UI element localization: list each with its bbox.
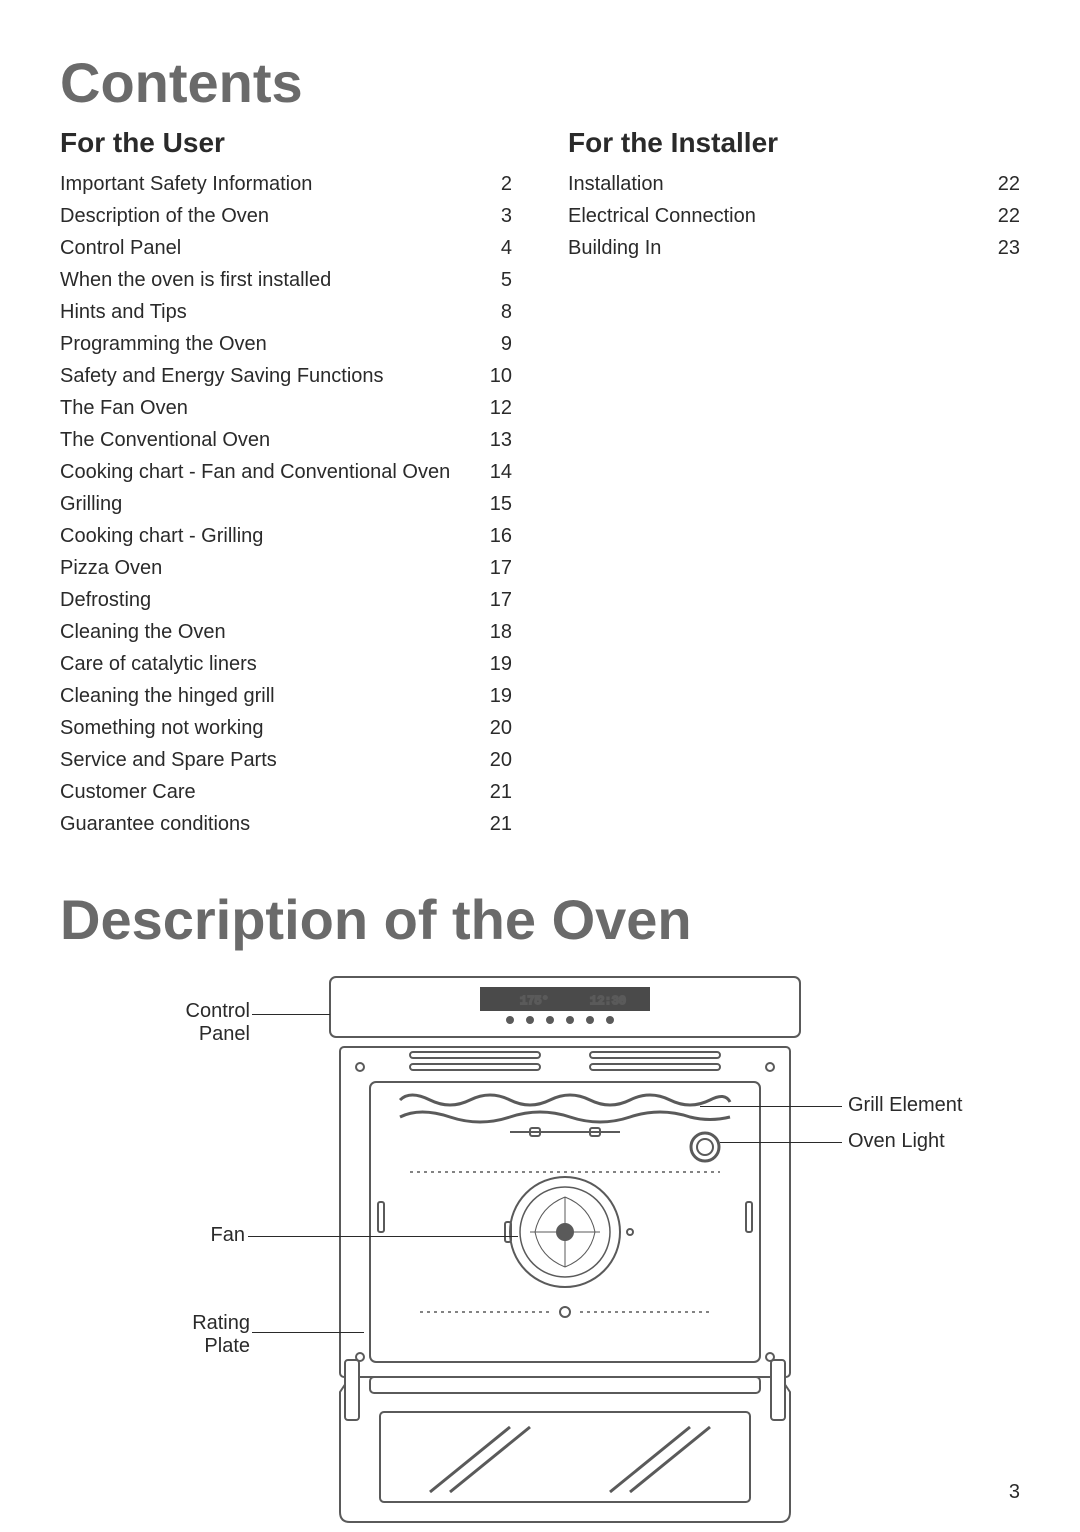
toc-label: Customer Care bbox=[60, 777, 476, 807]
callout-grill-element: Grill Element bbox=[848, 1094, 962, 1117]
display-temp: 175° bbox=[520, 994, 549, 1008]
toc-label: Control Panel bbox=[60, 233, 476, 263]
callout-line bbox=[248, 1236, 518, 1237]
toc-label: Guarantee conditions bbox=[60, 809, 476, 839]
toc-page: 22 bbox=[984, 201, 1020, 231]
toc-row: Something not working20 bbox=[60, 713, 512, 743]
toc-page: 21 bbox=[476, 809, 512, 839]
toc-page: 23 bbox=[984, 233, 1020, 263]
page-number: 3 bbox=[1009, 1481, 1020, 1504]
toc-label: Electrical Connection bbox=[568, 201, 984, 231]
callout-line bbox=[720, 1142, 842, 1143]
toc-page: 10 bbox=[476, 361, 512, 391]
toc-label: Defrosting bbox=[60, 585, 476, 615]
oven-svg: 175° 12:30 bbox=[310, 972, 820, 1532]
toc-label: Building In bbox=[568, 233, 984, 263]
toc-row: Cooking chart - Grilling16 bbox=[60, 521, 512, 551]
toc-label: The Conventional Oven bbox=[60, 425, 476, 455]
toc-page: 16 bbox=[476, 521, 512, 551]
toc-label: Cleaning the hinged grill bbox=[60, 681, 476, 711]
toc-label: Installation bbox=[568, 169, 984, 199]
description-heading: Description of the Oven bbox=[60, 887, 1020, 952]
toc-label: Something not working bbox=[60, 713, 476, 743]
toc-row: Programming the Oven9 bbox=[60, 329, 512, 359]
toc-label: Cleaning the Oven bbox=[60, 617, 476, 647]
toc-page: 17 bbox=[476, 553, 512, 583]
callout-line bbox=[700, 1106, 842, 1107]
toc-label: Description of the Oven bbox=[60, 201, 476, 231]
toc-row: Guarantee conditions21 bbox=[60, 809, 512, 839]
callout-line bbox=[252, 1332, 364, 1333]
toc-row: Cleaning the Oven18 bbox=[60, 617, 512, 647]
toc-row: Cooking chart - Fan and Conventional Ove… bbox=[60, 457, 512, 487]
toc-row: Description of the Oven3 bbox=[60, 201, 512, 231]
callout-line bbox=[252, 1014, 330, 1015]
toc-page: 22 bbox=[984, 169, 1020, 199]
user-section-title: For the User bbox=[60, 127, 512, 159]
toc-label: Service and Spare Parts bbox=[60, 745, 476, 775]
callout-oven-light: Oven Light bbox=[848, 1130, 945, 1153]
toc-page: 8 bbox=[476, 297, 512, 327]
toc-page: 15 bbox=[476, 489, 512, 519]
toc-page: 14 bbox=[476, 457, 512, 487]
toc-row: Important Safety Information2 bbox=[60, 169, 512, 199]
toc-label: Pizza Oven bbox=[60, 553, 476, 583]
toc-page: 5 bbox=[476, 265, 512, 295]
toc-page: 20 bbox=[476, 713, 512, 743]
toc-page: 4 bbox=[476, 233, 512, 263]
toc-page: 12 bbox=[476, 393, 512, 423]
toc-label: Cooking chart - Grilling bbox=[60, 521, 476, 551]
toc-page: 3 bbox=[476, 201, 512, 231]
toc-page: 18 bbox=[476, 617, 512, 647]
toc-page: 17 bbox=[476, 585, 512, 615]
callout-rating-plate: Rating Plate bbox=[170, 1312, 250, 1358]
toc-page: 21 bbox=[476, 777, 512, 807]
toc-row: Hints and Tips8 bbox=[60, 297, 512, 327]
toc-row: Safety and Energy Saving Functions10 bbox=[60, 361, 512, 391]
toc-label: Grilling bbox=[60, 489, 476, 519]
toc-row: Installation22 bbox=[568, 169, 1020, 199]
toc-row: Electrical Connection22 bbox=[568, 201, 1020, 231]
toc-label: Important Safety Information bbox=[60, 169, 476, 199]
toc-row: Building In23 bbox=[568, 233, 1020, 263]
contents-heading: Contents bbox=[60, 50, 1020, 115]
toc-page: 19 bbox=[476, 649, 512, 679]
installer-column: For the Installer Installation22 Electri… bbox=[568, 127, 1020, 841]
toc-label: Cooking chart - Fan and Conventional Ove… bbox=[60, 457, 476, 487]
toc-page: 9 bbox=[476, 329, 512, 359]
oven-diagram: 175° 12:30 bbox=[60, 972, 1020, 1532]
toc-row: Grilling15 bbox=[60, 489, 512, 519]
toc-row: The Fan Oven12 bbox=[60, 393, 512, 423]
contents-columns: For the User Important Safety Informatio… bbox=[60, 127, 1020, 841]
toc-row: Control Panel4 bbox=[60, 233, 512, 263]
installer-toc-list: Installation22 Electrical Connection22 B… bbox=[568, 169, 1020, 263]
user-column: For the User Important Safety Informatio… bbox=[60, 127, 512, 841]
callout-control-panel: Control Panel bbox=[170, 1000, 250, 1046]
toc-row: When the oven is first installed5 bbox=[60, 265, 512, 295]
toc-row: Defrosting17 bbox=[60, 585, 512, 615]
toc-page: 20 bbox=[476, 745, 512, 775]
toc-page: 13 bbox=[476, 425, 512, 455]
installer-section-title: For the Installer bbox=[568, 127, 1020, 159]
toc-row: Service and Spare Parts20 bbox=[60, 745, 512, 775]
callout-fan: Fan bbox=[195, 1224, 245, 1247]
toc-row: Care of catalytic liners19 bbox=[60, 649, 512, 679]
toc-row: The Conventional Oven13 bbox=[60, 425, 512, 455]
toc-label: The Fan Oven bbox=[60, 393, 476, 423]
toc-row: Pizza Oven17 bbox=[60, 553, 512, 583]
toc-label: Safety and Energy Saving Functions bbox=[60, 361, 476, 391]
toc-label: Care of catalytic liners bbox=[60, 649, 476, 679]
toc-label: Hints and Tips bbox=[60, 297, 476, 327]
display-time: 12:30 bbox=[590, 994, 626, 1008]
toc-label: When the oven is first installed bbox=[60, 265, 476, 295]
toc-row: Cleaning the hinged grill19 bbox=[60, 681, 512, 711]
toc-page: 2 bbox=[476, 169, 512, 199]
user-toc-list: Important Safety Information2 Descriptio… bbox=[60, 169, 512, 839]
toc-row: Customer Care21 bbox=[60, 777, 512, 807]
toc-label: Programming the Oven bbox=[60, 329, 476, 359]
toc-page: 19 bbox=[476, 681, 512, 711]
